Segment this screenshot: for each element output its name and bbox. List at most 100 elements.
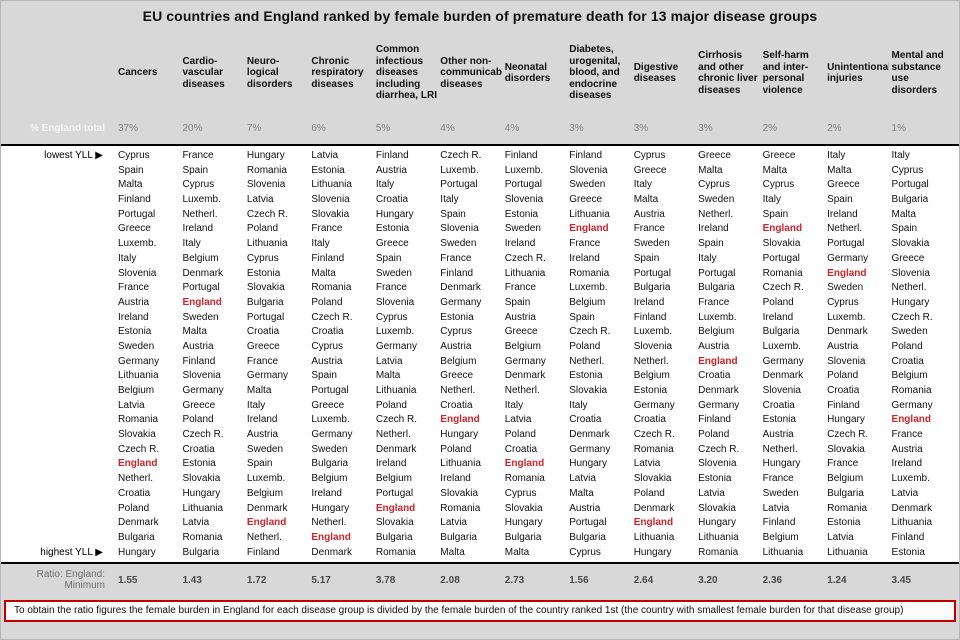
country-cell: Cyprus bbox=[118, 150, 150, 161]
country-cell: Austria bbox=[633, 208, 665, 220]
country-cell: Czech R. bbox=[569, 326, 611, 338]
country-cell: Hungary bbox=[440, 429, 479, 441]
country-cell: Netherl. bbox=[311, 517, 347, 529]
country-cell: Estonia bbox=[827, 517, 861, 529]
country-cell: Spain bbox=[504, 296, 531, 308]
gutter-spacer bbox=[5, 193, 115, 208]
country-cell: Romania bbox=[440, 502, 481, 514]
country-cell: Finland bbox=[891, 531, 925, 543]
rank-row: Czech R. Croatia Sweden Sweden Denmark Poland… bbox=[1, 443, 959, 458]
country-cell: Latvia bbox=[375, 355, 403, 367]
country-cell: England bbox=[440, 414, 480, 426]
column-header: Cirrhosis and other chronic liver diseas… bbox=[698, 50, 758, 96]
country-cell: Hungary bbox=[698, 517, 736, 529]
country-cell: Slovenia bbox=[182, 370, 221, 382]
country-cell: Luxemb. bbox=[504, 164, 544, 176]
country-cell: Bulgaria bbox=[375, 531, 413, 543]
country-cell: Denmark bbox=[762, 370, 804, 382]
country-cell: Denmark bbox=[440, 282, 481, 294]
country-cell: Hungary bbox=[827, 414, 865, 426]
country-cell: Estonia bbox=[118, 326, 152, 338]
country-cell: Belgium bbox=[504, 340, 541, 352]
country-cell: Spain bbox=[762, 208, 789, 220]
country-cell: Lithuania bbox=[891, 517, 933, 529]
country-cell: Poland bbox=[375, 399, 407, 411]
gutter-spacer bbox=[5, 164, 115, 179]
country-cell: Czech R. bbox=[891, 311, 933, 323]
country-cell: Denmark bbox=[891, 502, 933, 514]
rank-row: Belgium Germany Malta Portugal Lithuania Neth… bbox=[1, 384, 959, 399]
ratio-value: 2.73 bbox=[504, 574, 525, 586]
country-cell: Germany bbox=[827, 252, 869, 264]
gutter-spacer bbox=[5, 384, 115, 399]
country-cell: Luxemb. bbox=[182, 194, 221, 206]
country-cell: Croatia bbox=[246, 326, 280, 338]
country-cell: Greece bbox=[569, 194, 603, 206]
country-cell: Sweden bbox=[698, 194, 735, 206]
country-cell: Spain bbox=[698, 238, 724, 250]
country-cell: Netherl. bbox=[246, 531, 282, 543]
rank-row: lowest YLL ▶ Cyprus France Hungary Latvia Fin… bbox=[1, 149, 959, 164]
rank-row: Spain Spain Romania Estonia Austria Luxemb. Lu… bbox=[1, 164, 959, 179]
country-cell: Latvia bbox=[633, 458, 661, 470]
country-cell: France bbox=[827, 458, 859, 470]
country-cell: Ireland bbox=[827, 208, 858, 220]
gutter-spacer bbox=[5, 516, 115, 531]
country-cell: Lithuania bbox=[698, 531, 739, 543]
country-cell: Malta bbox=[633, 194, 659, 206]
country-cell: Latvia bbox=[827, 531, 854, 543]
country-cell: Latvia bbox=[569, 473, 596, 485]
country-cell: Germany bbox=[182, 385, 224, 396]
country-cell: Germany bbox=[504, 355, 546, 367]
country-cell: Belgium bbox=[698, 326, 735, 338]
rank-row: Austria England Bulgaria Poland Slovenia Germ… bbox=[1, 296, 959, 311]
country-cell: Malta bbox=[246, 385, 272, 396]
rank-row: Romania Poland Ireland Luxemb. Czech R. Engla… bbox=[1, 413, 959, 428]
country-cell: Germany bbox=[633, 399, 675, 411]
country-cell: Ireland bbox=[440, 473, 471, 485]
country-cell: Romania bbox=[118, 414, 159, 426]
country-cell: Denmark bbox=[311, 546, 352, 558]
gutter-spacer bbox=[5, 31, 115, 115]
country-cell: Spain bbox=[118, 164, 144, 176]
country-cell: Belgium bbox=[633, 370, 670, 382]
country-cell: Spain bbox=[569, 311, 595, 323]
country-cell: Luxemb. bbox=[827, 311, 866, 323]
gutter-spacer bbox=[5, 178, 115, 193]
country-cell: Portugal bbox=[440, 179, 478, 191]
country-cell: France bbox=[891, 429, 923, 441]
rank-row: Bulgaria Romania Netherl. England Bulgaria Bu… bbox=[1, 531, 959, 546]
country-cell: Germany bbox=[891, 399, 933, 411]
country-cell: Italy bbox=[762, 194, 781, 206]
ratio-value: 1.56 bbox=[569, 574, 589, 586]
country-cell: Luxemb. bbox=[762, 340, 801, 352]
country-cell: Czech R. bbox=[698, 443, 740, 455]
country-cell: Sweden bbox=[118, 340, 155, 352]
country-cell: Poland bbox=[440, 443, 472, 455]
gutter-spacer bbox=[5, 472, 115, 487]
country-cell: Ireland bbox=[375, 458, 407, 470]
ratio-value: 2.08 bbox=[440, 574, 460, 586]
country-cell: Malta bbox=[698, 164, 723, 176]
gutter-spacer bbox=[5, 222, 115, 237]
country-cell: Poland bbox=[311, 296, 343, 308]
country-cell: Romania bbox=[891, 385, 932, 396]
country-cell: Italy bbox=[633, 179, 653, 191]
country-cell: Malta bbox=[182, 326, 207, 338]
country-cell: Austria bbox=[827, 340, 859, 352]
country-cell: Italy bbox=[504, 399, 524, 411]
country-cell: Ireland bbox=[891, 458, 923, 470]
country-cell: Spain bbox=[891, 223, 918, 235]
country-cell: Slovakia bbox=[182, 473, 221, 485]
country-cell: Croatia bbox=[633, 414, 666, 426]
country-cell: Cyprus bbox=[182, 179, 215, 191]
country-cell: Hungary bbox=[311, 502, 350, 514]
country-cell: Croatia bbox=[311, 326, 344, 338]
england-percent: 20% bbox=[182, 122, 203, 134]
country-cell: Ireland bbox=[762, 311, 794, 323]
rank-row: Croatia Hungary Belgium Ireland Portugal Slov… bbox=[1, 487, 959, 502]
country-cell: Finland bbox=[569, 150, 603, 161]
country-cell: Poland bbox=[698, 429, 730, 441]
column-headers: Cancers Cardio-vascular diseases Neuro-log… bbox=[1, 31, 959, 115]
country-cell: Latvia bbox=[246, 194, 274, 206]
